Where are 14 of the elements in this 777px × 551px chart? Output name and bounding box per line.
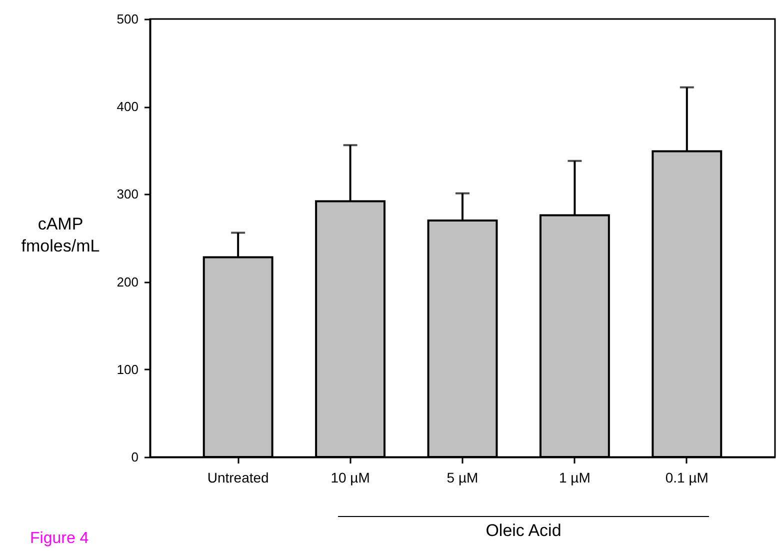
x-tick-label: 5 µM [446,470,478,486]
x-tick-label: 10 µM [330,470,370,486]
x-tick-label: 1 µM [559,470,590,486]
y-tick-label: 500 [116,12,138,26]
caption: Figure 4 [30,530,89,548]
y-tick-label: 200 [116,274,138,290]
y-axis-title: cAMP fmoles/mL [21,214,100,256]
x-tick-label: 0.1 µM [665,470,708,486]
y-tick-label: 300 [116,186,138,202]
text: Oleic Acid [484,521,562,541]
y-tick-label: 400 [116,99,138,114]
y-tick-label: 0 [131,450,138,464]
x-tick-label: Untreated [207,470,269,486]
y-tick-label: 100 [116,362,138,377]
